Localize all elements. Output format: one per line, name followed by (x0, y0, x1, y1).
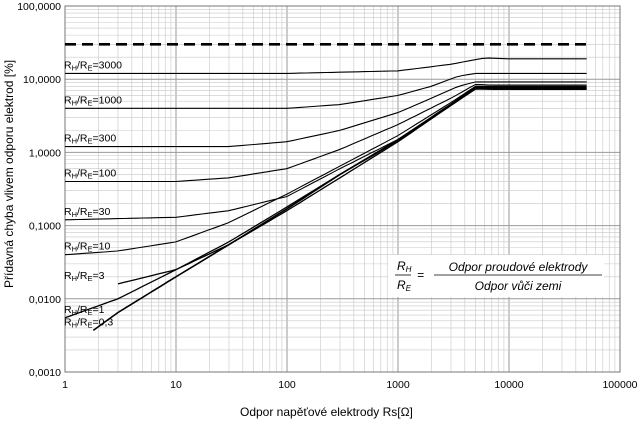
plot-frame (64, 5, 621, 373)
x-tick-label: 1 (62, 379, 68, 391)
y-tick-label: 0,0010 (29, 367, 61, 379)
y-axis-title: Přídavná chyba vlivem odporu elektrod [%… (2, 60, 16, 288)
y-tick-label: 0,0100 (29, 294, 61, 306)
series-line-4 (65, 83, 587, 183)
series-line-1 (65, 57, 587, 74)
series-label-1: RH/RE=3000 (64, 59, 122, 72)
curves (64, 42, 587, 332)
series-label-2: RH/RE=1000 (64, 94, 122, 107)
x-tick-label: 10000 (494, 379, 523, 391)
series-label-8: RH/RE=1 (64, 304, 105, 317)
series-line-6 (64, 85, 587, 256)
series-label-6: RH/RE=10 (64, 241, 111, 254)
x-axis-title: Odpor napěťové elektrody Rs[Ω] (240, 405, 413, 419)
series-label-4: RH/RE=100 (64, 168, 116, 181)
series-line-9 (92, 87, 587, 332)
x-tick-label: 1000 (386, 379, 410, 391)
formula-lhs-num: RH (397, 259, 412, 274)
y-tick-label: 1,0000 (29, 147, 61, 159)
series-line-5 (64, 85, 587, 221)
series-label-7: RH/RE=3 (64, 270, 105, 283)
y-axis-ticks: 0,0010 0,0100 0,1000 1,0000 10,0000 100,0000 (17, 1, 61, 379)
x-axis-ticks: 1 10 100 1000 10000 100000 (62, 379, 638, 391)
series-label-9: RH/RE=0,3 (64, 316, 113, 329)
curve-labels: RH/RE=3000 RH/RE=1000 RH/RE=300 RH/RE=100 RH… (64, 59, 122, 329)
formula-lhs-den: RE (397, 278, 412, 293)
series-line-2 (65, 72, 587, 109)
formula-equals: = (417, 268, 424, 282)
x-tick-label: 100 (278, 379, 296, 391)
formula-rhs-den: Odpor vůči zemi (475, 279, 562, 293)
series-line-3 (65, 81, 587, 148)
y-tick-label: 100,0000 (17, 1, 61, 13)
y-tick-label: 10,0000 (23, 74, 61, 86)
x-tick-label: 10 (170, 379, 182, 391)
series-line-7 (117, 86, 587, 285)
grid (64, 6, 620, 373)
formula-rhs-num: Odpor proudové elektrody (449, 260, 589, 274)
x-tick-label: 100000 (602, 379, 637, 391)
series-label-5: RH/RE=30 (64, 206, 111, 219)
formula-box: RH RE = Odpor proudové elektrody Odpor v… (388, 255, 604, 297)
y-tick-label: 0,1000 (29, 221, 61, 233)
series-label-3: RH/RE=300 (64, 133, 116, 146)
